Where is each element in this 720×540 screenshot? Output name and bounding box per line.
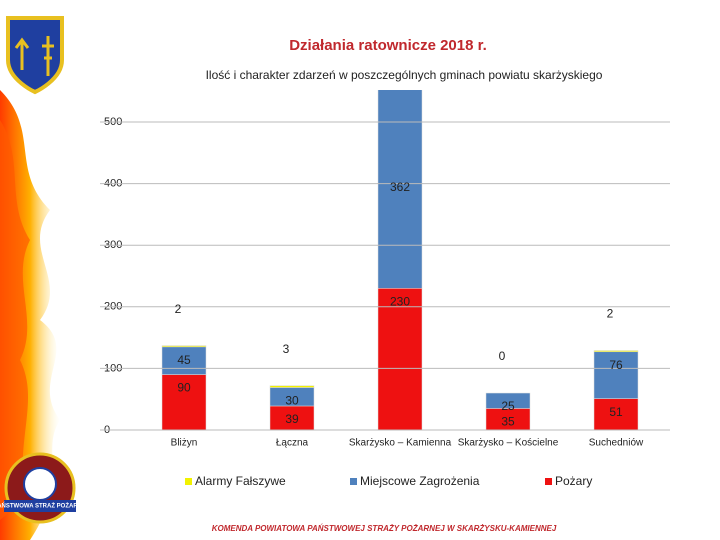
value-label: 35 bbox=[501, 415, 515, 429]
x-tick-label: Łączna bbox=[276, 438, 309, 449]
legend-swatch bbox=[545, 478, 552, 485]
value-label: 90 bbox=[177, 381, 191, 395]
legend-label: Pożary bbox=[555, 474, 592, 488]
bar-segment bbox=[593, 350, 639, 353]
coat-of-arms bbox=[6, 16, 64, 95]
value-label: 2 bbox=[175, 302, 182, 316]
value-label: 39 bbox=[285, 412, 299, 426]
value-label: 45 bbox=[177, 353, 191, 367]
value-label: 25 bbox=[501, 399, 515, 413]
bar-segment bbox=[161, 345, 207, 348]
legend-swatch bbox=[350, 478, 357, 485]
flames-inner bbox=[0, 120, 30, 520]
value-label: 362 bbox=[390, 180, 410, 194]
slide-title: Działania ratownicze 2018 r. bbox=[289, 37, 487, 54]
bar-segment bbox=[377, 90, 423, 289]
x-tick-label: Skarżysko – Kościelne bbox=[458, 438, 559, 449]
legend-swatch bbox=[185, 478, 192, 485]
value-label: 0 bbox=[499, 349, 506, 363]
bar-segment bbox=[269, 405, 315, 431]
legend-label: Alarmy Fałszywe bbox=[195, 474, 286, 488]
value-label: 2 bbox=[607, 307, 614, 321]
value-label: 30 bbox=[285, 394, 299, 408]
x-tick-label: Bliżyn bbox=[171, 438, 198, 449]
value-label: 76 bbox=[609, 358, 623, 372]
x-tick-label: Suchedniów bbox=[589, 438, 644, 449]
x-tick-label: Skarżysko – Kamienna bbox=[349, 438, 452, 449]
bar-segment bbox=[161, 346, 207, 375]
legend-label: Miejscowe Zagrożenia bbox=[360, 474, 480, 488]
bar-segment bbox=[269, 385, 315, 388]
plot bbox=[161, 90, 639, 431]
chart-title: Ilość i charakter zdarzeń w poszczególny… bbox=[206, 68, 603, 82]
bar-segment bbox=[377, 288, 423, 431]
emblem-text: PAŃSTWOWA STRAŻ POŻARNA bbox=[0, 502, 87, 510]
value-label: 230 bbox=[390, 294, 410, 308]
bar-segment bbox=[161, 374, 207, 431]
bar-segment bbox=[593, 351, 639, 399]
psp-emblem: PAŃSTWOWA STRAŻ POŻARNA bbox=[0, 452, 87, 524]
footer: KOMENDA POWIATOWA PAŃSTWOWEJ STRAŻY POŻA… bbox=[212, 524, 557, 533]
value-label: 3 bbox=[283, 342, 290, 356]
value-label: 51 bbox=[609, 405, 623, 419]
bar-segment bbox=[485, 392, 531, 409]
